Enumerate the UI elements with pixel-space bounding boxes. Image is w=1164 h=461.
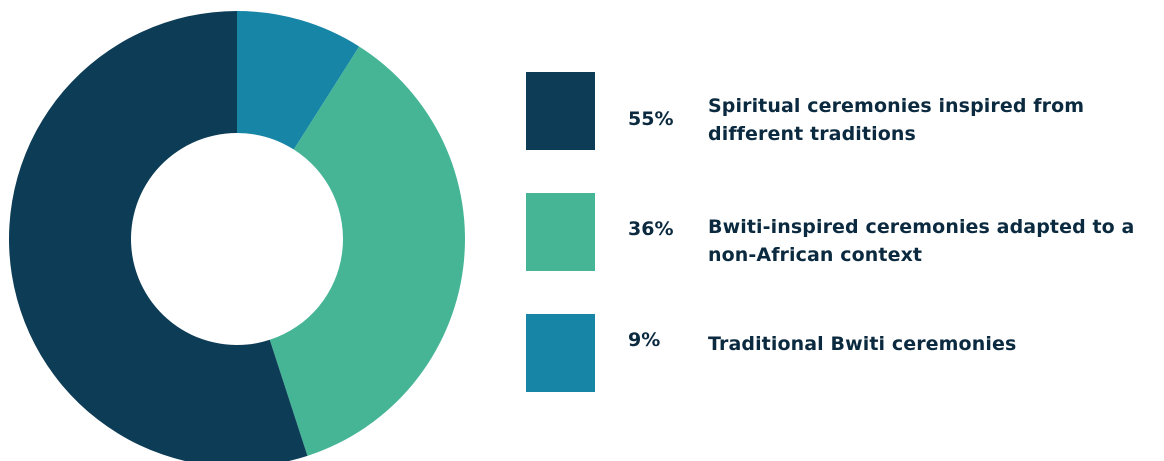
legend-swatch-spiritual [526, 72, 595, 150]
legend-swatch-bwiti-inspired [526, 193, 595, 271]
legend-percent-bwiti-inspired: 36% [628, 218, 674, 240]
slice-spiritual [9, 11, 308, 461]
slice-traditional [237, 11, 360, 150]
legend-item-spiritual: 55% Spiritual ceremonies inspired from d… [526, 72, 1164, 150]
slice-bwiti-inspired [269, 46, 466, 456]
legend-item-bwiti-inspired: 36% Bwiti-inspired ceremonies adapted to… [526, 193, 1164, 271]
legend-label-traditional: Traditional Bwiti ceremonies [708, 333, 1017, 355]
legend-percent-traditional: 9% [628, 329, 661, 351]
legend-label-spiritual: Spiritual ceremonies inspired from diffe… [708, 95, 1085, 145]
donut-chart [9, 11, 466, 461]
legend-item-traditional: 9% Traditional Bwiti ceremonies [526, 314, 1164, 392]
legend-percent-spiritual: 55% [628, 108, 674, 130]
legend-swatch-traditional [526, 314, 595, 392]
legend-label-bwiti-inspired: Bwiti-inspired ceremonies adapted to a n… [708, 216, 1135, 266]
